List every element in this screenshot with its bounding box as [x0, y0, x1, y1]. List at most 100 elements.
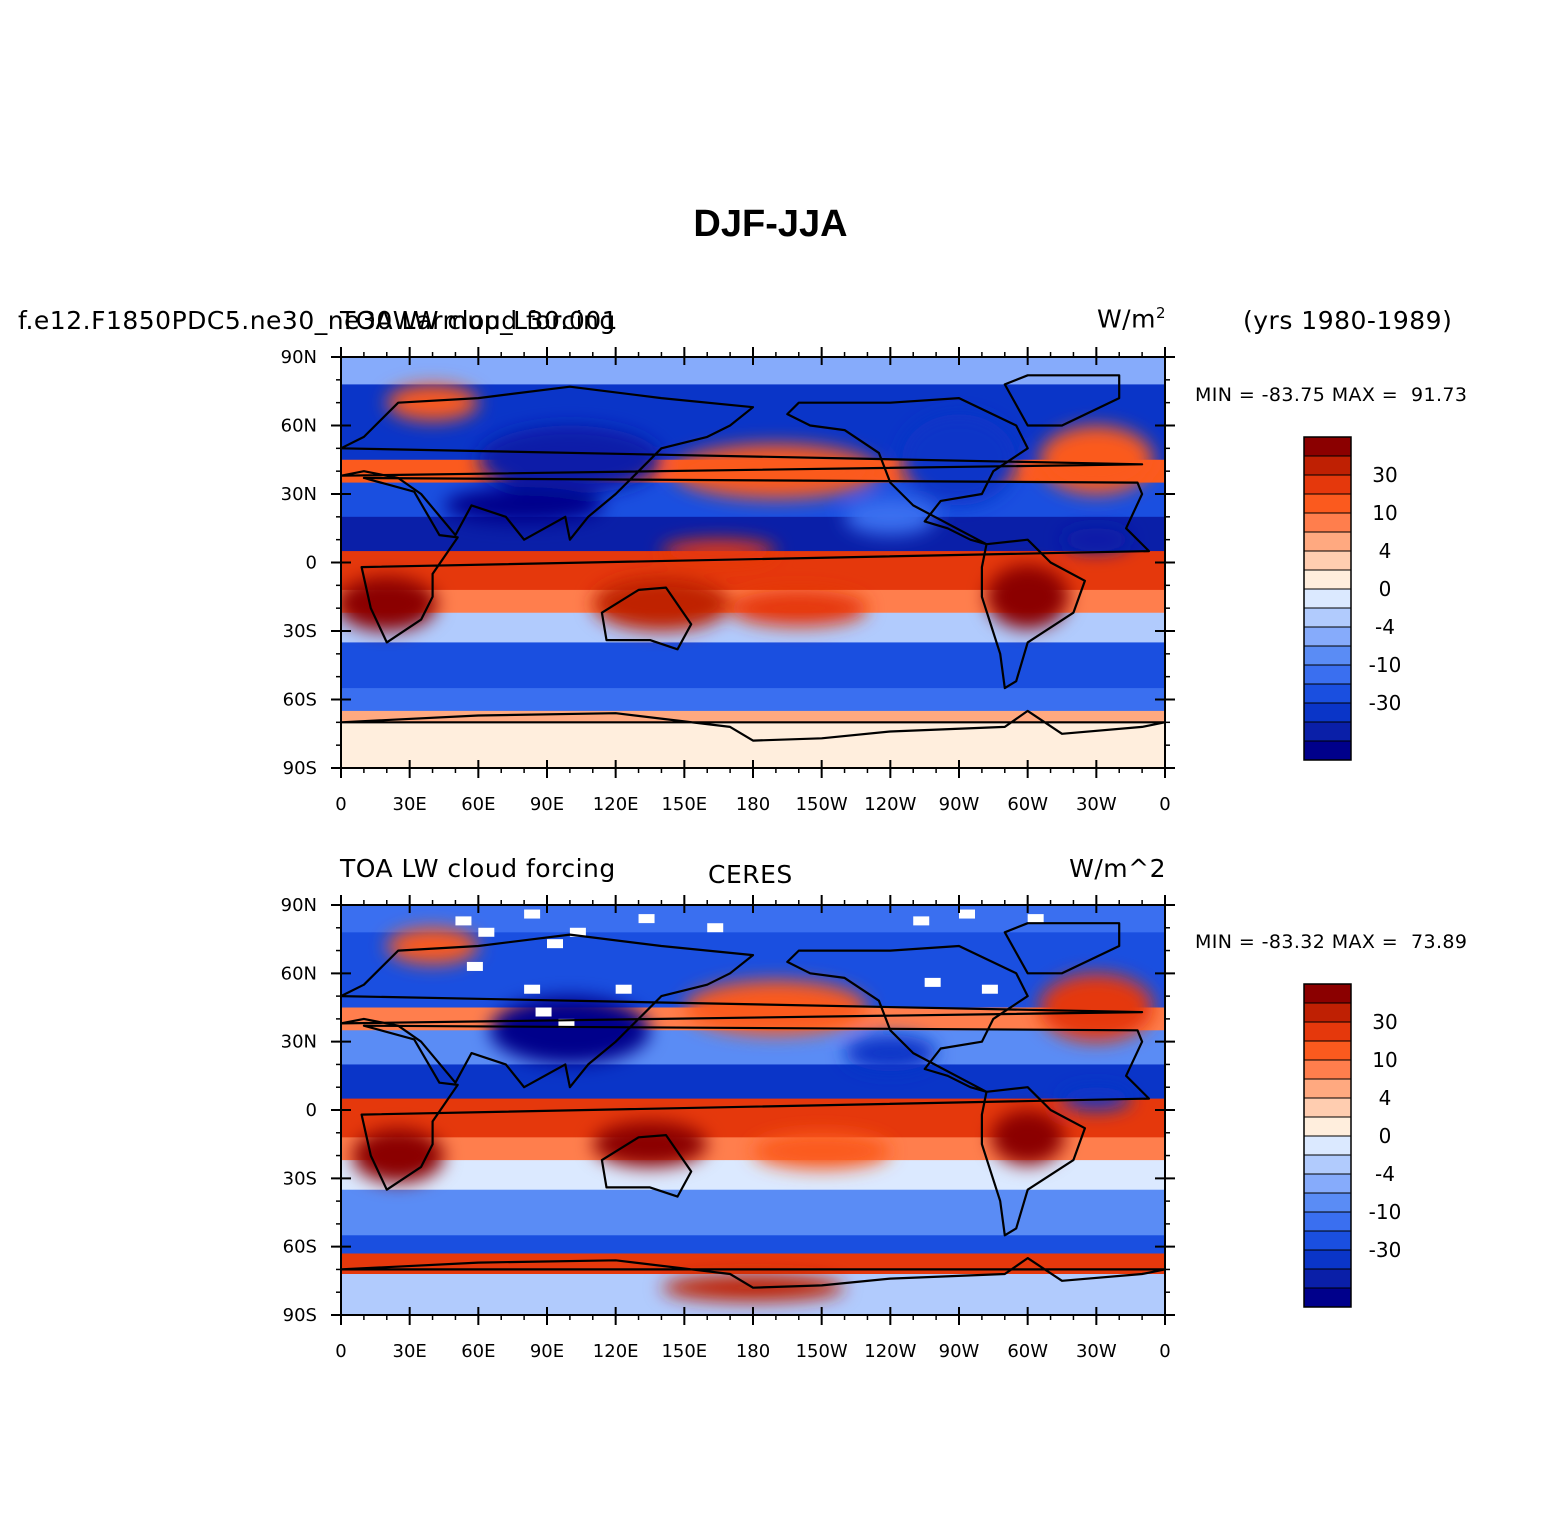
colorbar-cell	[1303, 1040, 1352, 1061]
colorbar-cell	[1303, 645, 1352, 666]
field-band	[341, 551, 1165, 591]
field-band	[341, 1189, 1165, 1237]
colorbar-label: -10	[1369, 653, 1402, 677]
colorbar-label: 10	[1372, 501, 1397, 525]
colorbar-cell	[1303, 702, 1352, 723]
missing-data-cell	[615, 984, 632, 994]
lat-tick-label: 30S	[283, 1168, 317, 1189]
lon-tick-label: 0	[335, 1341, 346, 1362]
years-label: (yrs 1980-1989)	[1243, 306, 1453, 335]
lon-tick-label: 60W	[1007, 794, 1048, 815]
panel1-min-max: MIN = -83.75 MAX = 91.73	[1195, 384, 1468, 406]
field-anomaly	[730, 589, 868, 627]
field-anomaly	[443, 487, 605, 524]
coastline	[341, 385, 1144, 541]
field-band	[341, 1253, 1165, 1275]
colorbar-cell	[1303, 1173, 1352, 1194]
field-anomaly	[684, 980, 868, 1035]
colorbar-cell	[1303, 1097, 1352, 1118]
field-band	[341, 384, 1165, 461]
panel1-units: W/m2	[1096, 304, 1166, 334]
field-band	[341, 1137, 1165, 1162]
lon-tick-label: 30E	[393, 794, 427, 815]
colorbar-label: 4	[1379, 539, 1392, 563]
field-anomaly	[661, 1274, 845, 1302]
missing-data-cell	[547, 939, 563, 949]
lon-tick-label: 150E	[661, 794, 707, 815]
coastline	[1003, 374, 1121, 427]
map-frame	[340, 904, 1166, 1316]
colorbar-label: 4	[1379, 1086, 1392, 1110]
lon-tick-label: 90W	[939, 1341, 980, 1362]
lon-tick-label: 60E	[461, 1341, 495, 1362]
lon-tick-label: 90W	[939, 794, 980, 815]
colorbar-cell	[1303, 1211, 1352, 1232]
colorbar-cell	[1303, 607, 1352, 628]
colorbar-cell	[1303, 740, 1352, 761]
field-band	[341, 932, 1165, 1009]
colorbar-cell	[1303, 721, 1352, 742]
field-band	[341, 1007, 1165, 1032]
lat-tick-label: 30N	[281, 484, 317, 505]
colorbar-cell	[1303, 550, 1352, 571]
colorbar-label: 10	[1372, 1048, 1397, 1072]
field-anomaly	[986, 564, 1069, 629]
lat-tick-label: 0	[306, 553, 317, 574]
missing-data-cell	[638, 914, 655, 924]
lon-tick-label: 120W	[864, 1341, 916, 1362]
missing-data-cell	[1027, 914, 1044, 924]
coastline	[360, 1024, 1151, 1191]
colorbar-cell	[1303, 983, 1352, 1004]
colorbar-cell	[1303, 455, 1352, 476]
lat-tick-label: 90N	[281, 347, 317, 368]
field-anomaly	[1039, 425, 1154, 494]
colorbar-cell	[1303, 1078, 1352, 1099]
lat-tick-label: 60N	[281, 963, 317, 984]
field-anomaly	[672, 443, 879, 499]
field-anomaly	[592, 576, 731, 631]
colorbar-cell	[1303, 1268, 1352, 1289]
lon-tick-label: 180	[736, 1341, 770, 1362]
field-anomaly	[844, 498, 937, 536]
colorbar-cell	[1303, 569, 1352, 590]
lon-tick-label: 60E	[461, 794, 495, 815]
figure-title: DJF-JJA	[693, 203, 848, 245]
colorbar-label: -30	[1369, 1238, 1402, 1262]
lon-tick-label: 0	[335, 794, 346, 815]
missing-data-cell	[455, 916, 472, 926]
lat-tick-label: 30N	[281, 1032, 317, 1053]
colorbar-label: -10	[1369, 1200, 1402, 1224]
field-anomaly	[386, 384, 479, 421]
lat-tick-label: 60S	[283, 1237, 317, 1258]
colorbar-cell	[1303, 1230, 1352, 1251]
field-anomaly	[1062, 528, 1131, 552]
panel1-case-name: f.e12.F1850PDC5.ne30_ne30Warmup_L30.001	[18, 306, 619, 335]
colorbar-cell	[1303, 664, 1352, 685]
coastline	[341, 1257, 1165, 1289]
coastline	[786, 397, 1029, 546]
field-band	[341, 1064, 1165, 1100]
field-band	[341, 1160, 1165, 1191]
missing-data-cell	[959, 909, 975, 919]
colorbar-cell	[1303, 1059, 1352, 1080]
missing-data-cell	[524, 984, 541, 994]
field-band	[341, 905, 1165, 934]
lon-tick-label: 90E	[530, 1341, 564, 1362]
colorbar-label: 30	[1372, 463, 1397, 487]
field-band	[341, 1235, 1165, 1255]
missing-data-cell	[913, 916, 930, 926]
colorbar-cell	[1303, 1192, 1352, 1213]
field-band	[341, 589, 1165, 614]
map-frame	[340, 356, 1166, 769]
colorbar-label: -4	[1375, 1162, 1395, 1186]
colorbar-cell	[1303, 493, 1352, 514]
field-anomaly	[753, 1132, 891, 1170]
coastline	[600, 586, 693, 651]
panel2-min-max: MIN = -83.32 MAX = 73.89	[1195, 931, 1468, 953]
lat-tick-label: 90N	[281, 895, 317, 916]
field-band	[341, 710, 1165, 724]
field-anomaly	[592, 1121, 708, 1167]
colorbar-cell	[1303, 683, 1352, 704]
field-band	[341, 459, 1165, 484]
lat-tick-label: 90S	[283, 1305, 317, 1326]
